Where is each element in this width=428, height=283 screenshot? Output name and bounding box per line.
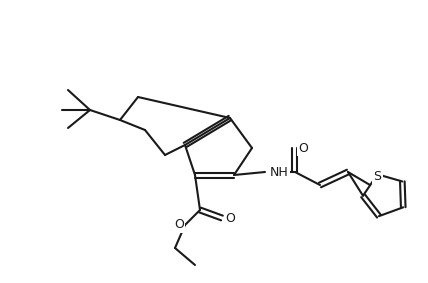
Text: S: S [374, 170, 381, 183]
Text: O: O [225, 211, 235, 224]
Text: O: O [174, 218, 184, 231]
Text: NH: NH [270, 166, 289, 179]
Text: O: O [298, 142, 308, 155]
